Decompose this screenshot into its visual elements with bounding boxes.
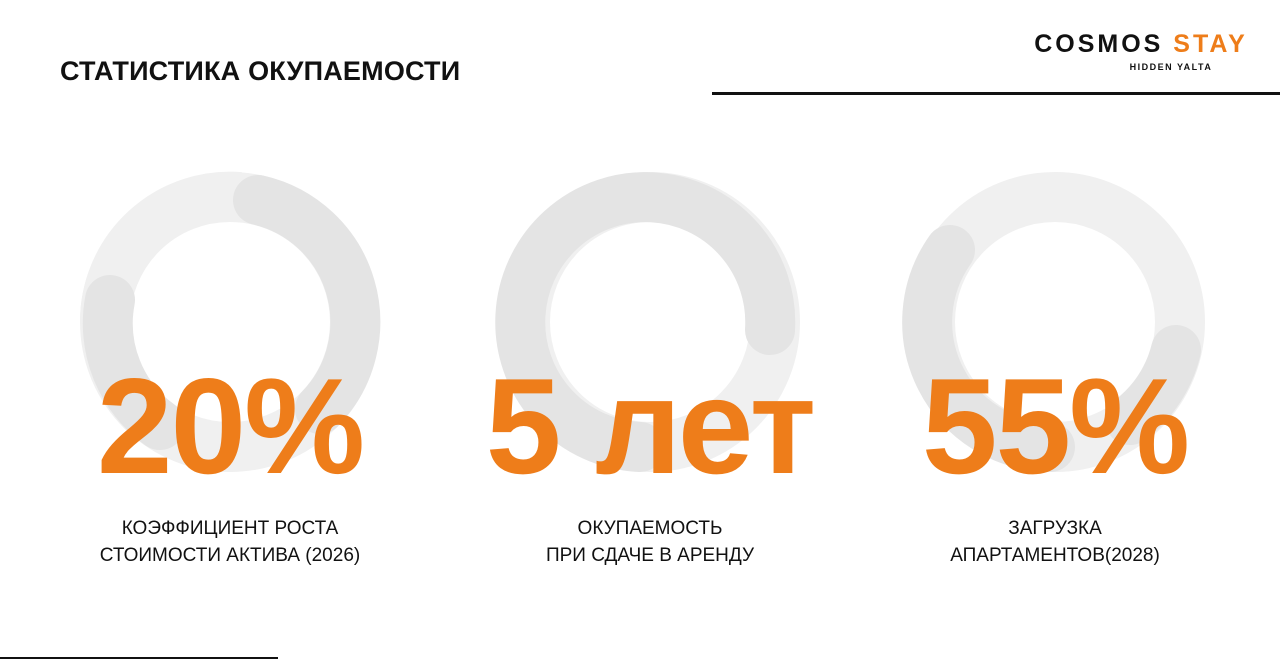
stat-value: 5 лет [485,350,816,502]
stat-caption: КОЭФФИЦИЕНТ РОСТА СТОИМОСТИ АКТИВА (2026) [20,515,440,569]
caption-line: ЗАГРУЗКА [1008,518,1102,539]
logo: COSMOS STAY HIDDEN YALTA [1030,30,1252,72]
logo-accent: STAY [1173,30,1248,58]
footer-rule [0,657,278,659]
caption-line: ОКУПАЕМОСТЬ [577,518,723,539]
logo-word: COSMOS [1034,30,1164,58]
caption-line: КОЭФФИЦИЕНТ РОСТА [121,518,339,539]
caption-line: АПАРТАМЕНТОВ(2028) [950,545,1160,566]
ring-arc [495,172,796,472]
caption-line: СТОИМОСТИ АКТИВА (2026) [99,545,361,566]
header-rule [712,92,1280,95]
stat-value: 55% [921,350,1190,502]
ring-arc [902,225,1075,472]
stat-caption: ЗАГРУЗКА АПАРТАМЕНТОВ(2028) [845,515,1265,569]
stat-value: 20% [96,350,365,502]
logo-tagline: HIDDEN YALTA [1129,62,1213,72]
logo-brand: COSMOS STAY [1030,30,1252,59]
caption-line: ПРИ СДАЧЕ В АРЕНДУ [545,545,755,566]
ring-arc [1105,325,1201,445]
ring-arc [233,175,381,434]
ring-arc [82,275,185,450]
page-title: СТАТИСТИКА ОКУПАЕМОСТИ [60,56,461,86]
stat-caption: ОКУПАЕМОСТЬ ПРИ СДАЧЕ В АРЕНДУ [440,515,860,569]
